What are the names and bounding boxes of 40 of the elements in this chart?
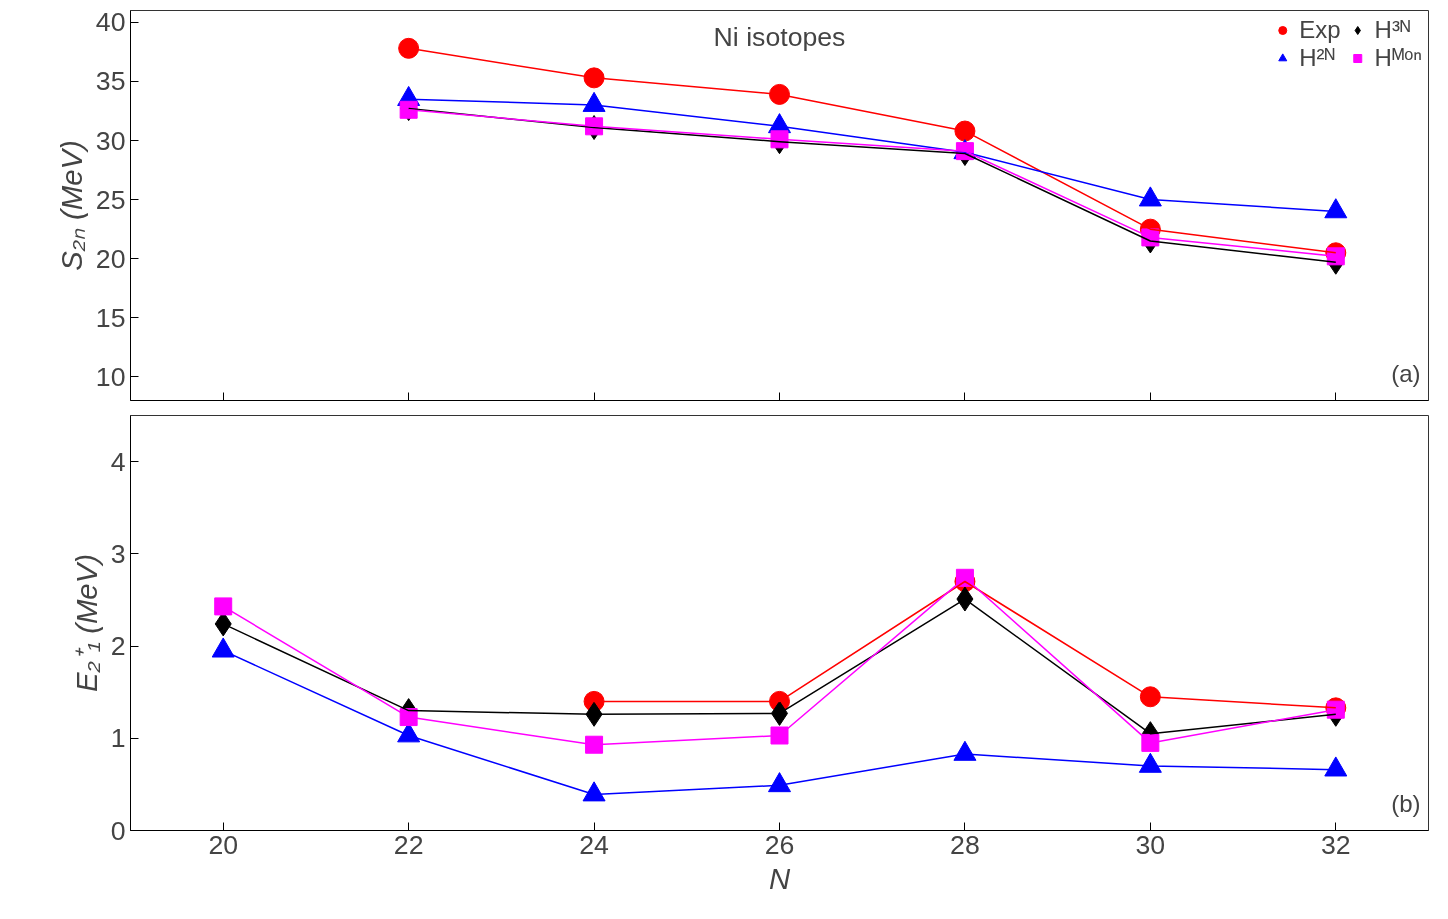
legend-label: H²ᴺ (1299, 44, 1335, 72)
legend-label: Hᴹᵒⁿ (1374, 44, 1422, 72)
point (1141, 733, 1160, 752)
point (1139, 686, 1161, 708)
y-tick-label: 35 (95, 66, 126, 97)
x-tick-label: 28 (950, 829, 980, 860)
legend-label: H³ᴺ (1374, 16, 1411, 44)
x-tick-label: 24 (579, 829, 610, 860)
x-tick-label: 30 (1135, 829, 1166, 860)
y-tick-label: 25 (95, 184, 126, 215)
annotation: (b) (1391, 789, 1421, 817)
x-tick-label: 22 (393, 829, 424, 860)
point (770, 726, 789, 745)
y-tick-label: 15 (95, 302, 126, 333)
x-tick-label: 32 (1320, 829, 1351, 860)
y-tick-label: 1 (110, 723, 126, 754)
point (769, 83, 790, 105)
point (399, 100, 418, 119)
chart-title: Ni isotopes (713, 22, 846, 53)
point (399, 708, 418, 727)
y-tick-label: 2 (110, 631, 126, 662)
annotation: (a) (1391, 359, 1421, 387)
point (398, 37, 420, 59)
y-axis-title: S₂ₙ (MeV) (54, 140, 88, 271)
y-tick-label: 30 (95, 125, 126, 156)
point (954, 120, 976, 142)
x-tick-label: 26 (764, 829, 795, 860)
y-tick-label: 3 (110, 538, 126, 569)
point (585, 735, 604, 754)
y-tick-label: 40 (95, 7, 126, 38)
y-tick-label: 10 (95, 361, 126, 392)
y-tick-label: 20 (95, 243, 126, 274)
legend-label: Exp (1299, 16, 1341, 44)
x-tick-label: 20 (208, 829, 239, 860)
y-tick-label: 0 (110, 815, 126, 846)
point (214, 597, 233, 616)
y-tick-label: 4 (110, 446, 126, 477)
y-axis-title: E₂⁺₁ (MeV) (69, 554, 103, 692)
x-axis-title: N (768, 861, 791, 895)
point (583, 67, 605, 89)
